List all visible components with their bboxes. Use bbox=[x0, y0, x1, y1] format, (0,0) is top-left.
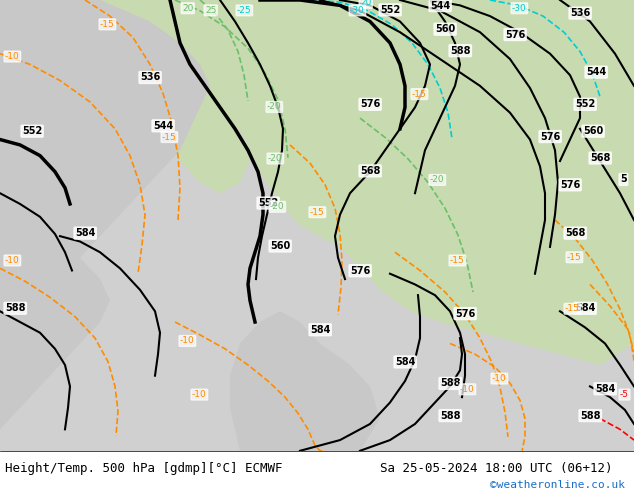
Text: Height/Temp. 500 hPa [gdmp][°C] ECMWF: Height/Temp. 500 hPa [gdmp][°C] ECMWF bbox=[5, 462, 283, 475]
Text: 568: 568 bbox=[590, 153, 611, 163]
Text: -15: -15 bbox=[162, 132, 177, 142]
Text: 568: 568 bbox=[360, 166, 380, 176]
Text: -5: -5 bbox=[620, 390, 629, 399]
Text: 552: 552 bbox=[380, 5, 400, 15]
Text: 560: 560 bbox=[270, 241, 290, 251]
Polygon shape bbox=[0, 0, 210, 343]
Text: 588: 588 bbox=[580, 411, 600, 420]
Text: -10: -10 bbox=[460, 385, 475, 394]
Text: -20: -20 bbox=[430, 175, 444, 184]
Text: 552: 552 bbox=[575, 99, 595, 109]
Text: -10: -10 bbox=[180, 337, 195, 345]
Text: 576: 576 bbox=[505, 29, 525, 40]
Text: -20: -20 bbox=[268, 154, 283, 163]
Text: 584: 584 bbox=[575, 303, 595, 313]
Text: 576: 576 bbox=[455, 309, 476, 318]
Text: -10: -10 bbox=[192, 390, 207, 399]
Text: 568: 568 bbox=[565, 228, 585, 238]
Text: 5: 5 bbox=[620, 174, 627, 184]
Text: 536: 536 bbox=[570, 8, 590, 18]
Text: -15: -15 bbox=[310, 208, 325, 217]
Polygon shape bbox=[230, 311, 380, 451]
Text: 25: 25 bbox=[205, 6, 216, 15]
Text: 584: 584 bbox=[395, 357, 415, 367]
Text: 20: 20 bbox=[182, 4, 193, 13]
Text: -10: -10 bbox=[5, 52, 20, 61]
Text: 560: 560 bbox=[583, 126, 603, 136]
Text: 544: 544 bbox=[430, 0, 450, 11]
Text: -15: -15 bbox=[565, 304, 579, 313]
Text: 588: 588 bbox=[450, 46, 470, 56]
Text: -15: -15 bbox=[100, 20, 115, 29]
Polygon shape bbox=[0, 0, 250, 193]
Text: 588: 588 bbox=[440, 411, 460, 420]
Text: -10: -10 bbox=[492, 374, 507, 383]
Text: 584: 584 bbox=[595, 384, 616, 394]
Text: -30: -30 bbox=[512, 4, 527, 13]
Text: 576: 576 bbox=[540, 131, 560, 142]
Text: 576: 576 bbox=[560, 180, 580, 190]
Text: 560: 560 bbox=[435, 24, 455, 34]
Text: -25: -25 bbox=[237, 6, 252, 15]
Text: -15: -15 bbox=[450, 256, 465, 265]
Text: 536: 536 bbox=[140, 73, 160, 82]
Text: -20: -20 bbox=[267, 102, 281, 112]
Text: 544: 544 bbox=[586, 67, 606, 77]
Text: -20: -20 bbox=[270, 202, 285, 211]
Text: 588: 588 bbox=[440, 378, 460, 389]
Text: 576: 576 bbox=[360, 99, 380, 109]
Text: 544: 544 bbox=[153, 121, 173, 131]
Polygon shape bbox=[0, 236, 110, 429]
Text: ©weatheronline.co.uk: ©weatheronline.co.uk bbox=[490, 480, 625, 490]
Text: 584: 584 bbox=[310, 325, 330, 335]
Text: -15: -15 bbox=[567, 253, 582, 262]
Text: 20: 20 bbox=[360, 0, 372, 7]
Text: 584: 584 bbox=[75, 228, 95, 238]
Text: -30: -30 bbox=[350, 6, 365, 15]
Text: 588: 588 bbox=[5, 303, 25, 313]
Text: -15: -15 bbox=[412, 90, 427, 98]
Polygon shape bbox=[220, 0, 634, 365]
Text: Sa 25-05-2024 18:00 UTC (06+12): Sa 25-05-2024 18:00 UTC (06+12) bbox=[380, 462, 612, 475]
Text: -10: -10 bbox=[5, 256, 20, 265]
Text: 552: 552 bbox=[258, 198, 278, 208]
Text: 552: 552 bbox=[22, 126, 42, 136]
Text: 576: 576 bbox=[350, 266, 370, 276]
